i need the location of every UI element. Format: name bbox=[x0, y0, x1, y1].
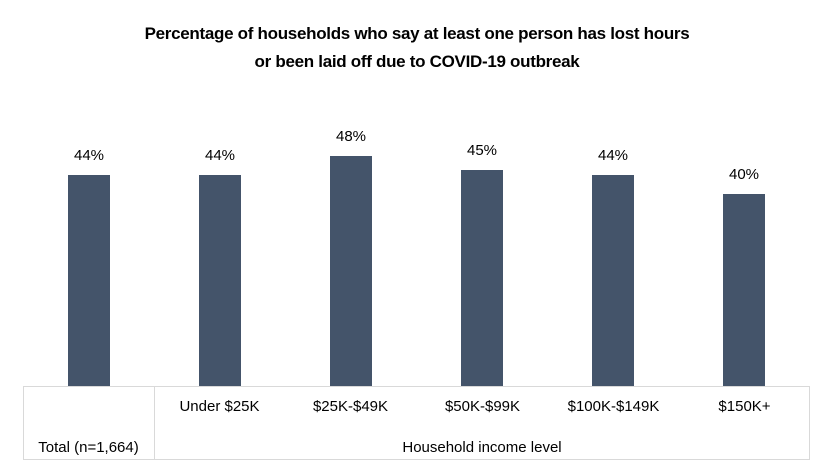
axis-group-separator bbox=[154, 386, 155, 460]
bar-$100K-$149K bbox=[592, 175, 634, 386]
chart-title: Percentage of households who say at leas… bbox=[0, 20, 834, 76]
group-label-household-income-level: Household income level bbox=[402, 439, 562, 456]
bar-value-label: 40% bbox=[728, 166, 760, 183]
bar-value-label: 45% bbox=[466, 142, 498, 159]
category-axis-border bbox=[23, 386, 810, 460]
group-label-total: Total (n=1,664) bbox=[38, 439, 139, 456]
bar-Under $25K bbox=[199, 175, 241, 386]
category-label: Under $25K bbox=[179, 397, 260, 415]
bar-$25K-$49K bbox=[330, 156, 372, 386]
bar-Total (n=1,664) bbox=[68, 175, 110, 386]
bar-value-label: 44% bbox=[204, 147, 236, 164]
chart-title-line-2: or been laid off due to COVID-19 outbrea… bbox=[254, 52, 580, 71]
category-label: $150K+ bbox=[718, 397, 771, 415]
bar-$50K-$99K bbox=[461, 170, 503, 386]
bar-value-label: 44% bbox=[597, 147, 629, 164]
bar-$150K+ bbox=[723, 194, 765, 386]
category-label: $50K-$99K bbox=[444, 397, 521, 415]
category-label: $25K-$49K bbox=[312, 397, 389, 415]
bar-value-label: 48% bbox=[335, 128, 367, 145]
chart-title-line-1: Percentage of households who say at leas… bbox=[144, 24, 690, 43]
bar-value-label: 44% bbox=[73, 147, 105, 164]
category-label: $100K-$149K bbox=[567, 397, 660, 415]
